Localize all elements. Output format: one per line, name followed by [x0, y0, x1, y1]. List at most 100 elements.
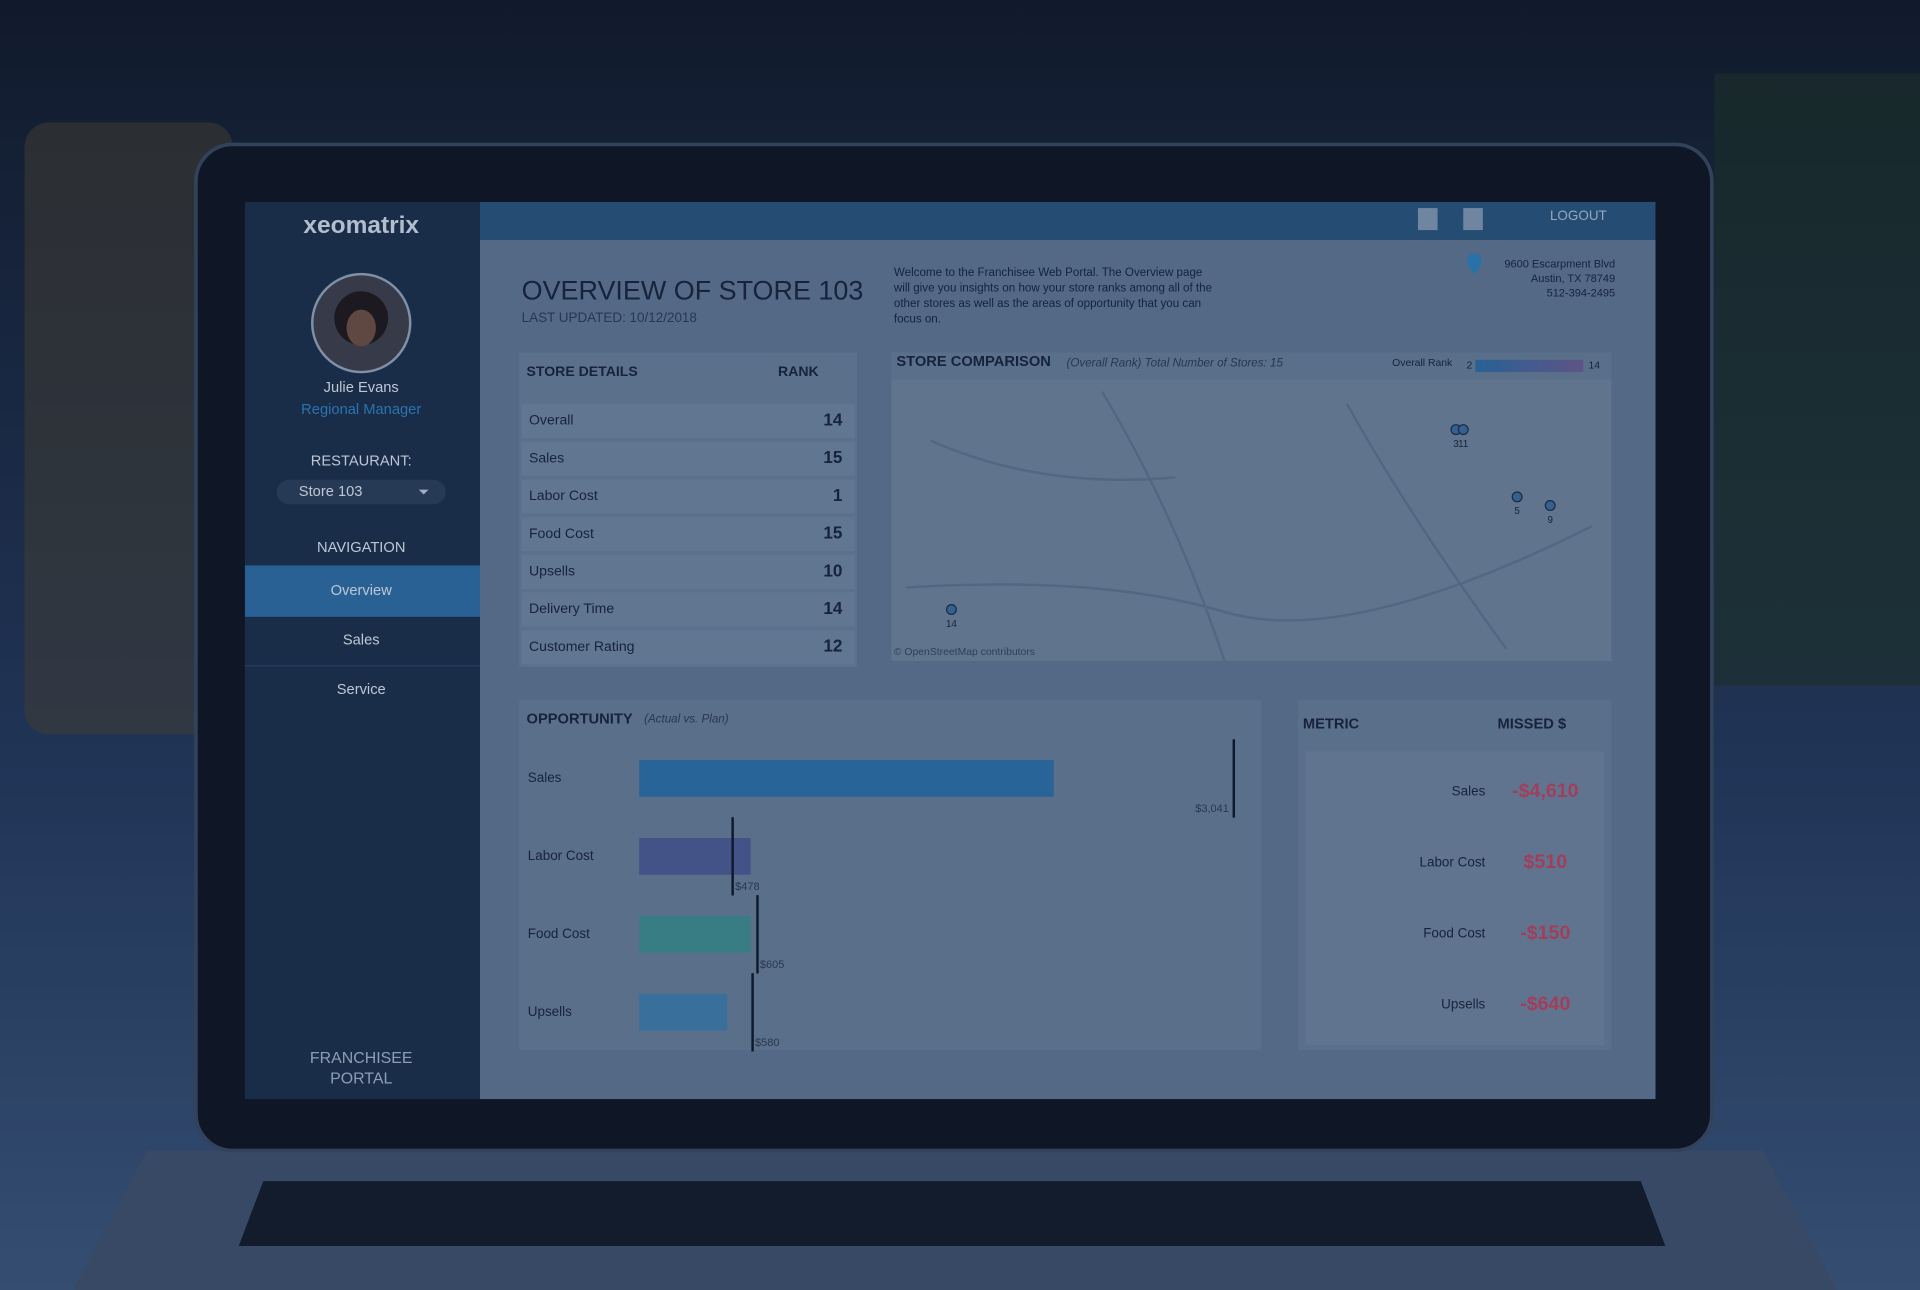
marker-label: 14	[946, 619, 957, 630]
metric-label: Food Cost	[1423, 925, 1485, 940]
metric-value: -$150	[1520, 922, 1570, 944]
nav-item[interactable]: Overview	[331, 583, 393, 599]
restaurant-label: RESTAURANT:	[311, 453, 412, 469]
topbar	[480, 201, 1656, 240]
table-header: STORE DETAILS	[527, 363, 638, 379]
table-header: RANK	[778, 363, 819, 379]
legend-min: 2	[1466, 361, 1472, 372]
row-rank: 14	[823, 410, 843, 430]
legend-gradient	[1475, 359, 1584, 373]
bar	[639, 838, 751, 875]
map-marker[interactable]	[1544, 499, 1556, 511]
intro-text: focus on.	[894, 313, 941, 326]
export-icon[interactable]	[1417, 208, 1438, 231]
marker-label: 5	[1514, 506, 1520, 517]
table-header: METRIC	[1303, 716, 1360, 732]
legend-max: 14	[1589, 361, 1601, 372]
bar	[639, 915, 751, 953]
row-rank: 10	[823, 560, 842, 580]
map-marker[interactable]	[1511, 491, 1523, 503]
row-rank: 12	[823, 636, 842, 656]
row-label: Customer Rating	[529, 638, 635, 654]
category-label: Upsells	[528, 1004, 572, 1019]
table-row	[521, 554, 855, 589]
portal-label: FRANCHISEE	[310, 1050, 413, 1067]
brand: xeomatrix	[303, 212, 419, 239]
row-rank: 14	[823, 598, 843, 618]
select-arrow	[418, 489, 429, 495]
address: Austin, TX 78749	[1531, 273, 1615, 285]
plant	[1714, 73, 1920, 686]
nav-item[interactable]: Sales	[343, 633, 380, 649]
intro-text: Welcome to the Franchisee Web Portal. Th…	[894, 266, 1203, 279]
keyboard	[238, 1181, 1666, 1246]
avatar-face	[346, 309, 376, 347]
row-label: Delivery Time	[529, 600, 614, 616]
map-marker[interactable]	[945, 603, 957, 616]
row-rank: 15	[823, 523, 843, 543]
bar	[639, 760, 1054, 797]
row-label: Sales	[529, 449, 564, 465]
nav-active	[244, 565, 480, 617]
map-marker[interactable]	[1457, 424, 1469, 436]
metric-label: Labor Cost	[1419, 854, 1485, 869]
marker-label: 3	[1453, 439, 1459, 450]
target-label: $605	[760, 959, 784, 971]
row-rank: 15	[823, 447, 843, 467]
metric-label: Sales	[1452, 783, 1486, 798]
nav-item[interactable]: Service	[337, 682, 386, 698]
table-row	[521, 479, 855, 514]
lamp	[24, 122, 233, 735]
category-label: Labor Cost	[528, 848, 594, 863]
target-label: $3,041	[1195, 803, 1229, 815]
restaurant-value: Store 103	[299, 484, 363, 500]
legend-label: Overall Rank	[1392, 358, 1453, 369]
address: 512-394-2495	[1547, 288, 1616, 300]
marker-label: 11	[1458, 439, 1468, 450]
last-updated: LAST UPDATED: 10/12/2018	[522, 310, 697, 325]
export-icon[interactable]	[1463, 208, 1483, 231]
nav-label: NAVIGATION	[317, 540, 405, 556]
category-label: Food Cost	[528, 926, 590, 941]
table-header: MISSED $	[1498, 716, 1567, 732]
portal-label: PORTAL	[330, 1071, 392, 1088]
metric-value: $510	[1524, 851, 1568, 873]
intro-text: will give you insights on how your store…	[893, 282, 1212, 295]
intro-text: other stores as well as the areas of opp…	[894, 297, 1201, 310]
map	[891, 379, 1612, 661]
row-label: Labor Cost	[529, 487, 598, 503]
table-row	[521, 516, 855, 552]
row-rank: 1	[833, 485, 843, 505]
page-title: OVERVIEW OF STORE 103	[522, 276, 864, 306]
table-row	[521, 630, 855, 665]
bar	[639, 993, 728, 1031]
opportunity-panel	[519, 700, 1262, 1051]
table-row	[521, 441, 855, 476]
restaurant-select[interactable]	[276, 479, 446, 505]
target-label: $478	[735, 881, 759, 893]
panel-title: STORE COMPARISON	[896, 354, 1051, 370]
metric-value: -$640	[1520, 993, 1570, 1015]
row-label: Upsells	[529, 563, 575, 579]
category-label: Sales	[528, 770, 562, 785]
row-label: Overall	[529, 412, 574, 428]
location-icon	[1466, 253, 1482, 275]
marker-label: 9	[1547, 515, 1552, 526]
user-name: Julie Evans	[324, 380, 399, 396]
user-role: Regional Manager	[301, 402, 421, 418]
metric-value: -$4,610	[1512, 780, 1579, 802]
table-row	[521, 592, 855, 627]
row-label: Food Cost	[529, 525, 594, 541]
metric-body	[1305, 751, 1605, 1046]
metric-label: Upsells	[1441, 996, 1485, 1011]
chart-title: OPPORTUNITY	[527, 712, 633, 728]
target-label: $580	[755, 1037, 779, 1049]
attribution: © OpenStreetMap contributors	[894, 647, 1035, 658]
chart-subtitle: (Actual vs. Plan)	[644, 713, 729, 726]
panel-subtitle: (Overall Rank) Total Number of Stores: 1…	[1067, 357, 1284, 370]
logout[interactable]: LOGOUT	[1550, 208, 1607, 223]
address: 9600 Escarpment Blvd	[1504, 258, 1615, 270]
table-row	[521, 403, 855, 439]
